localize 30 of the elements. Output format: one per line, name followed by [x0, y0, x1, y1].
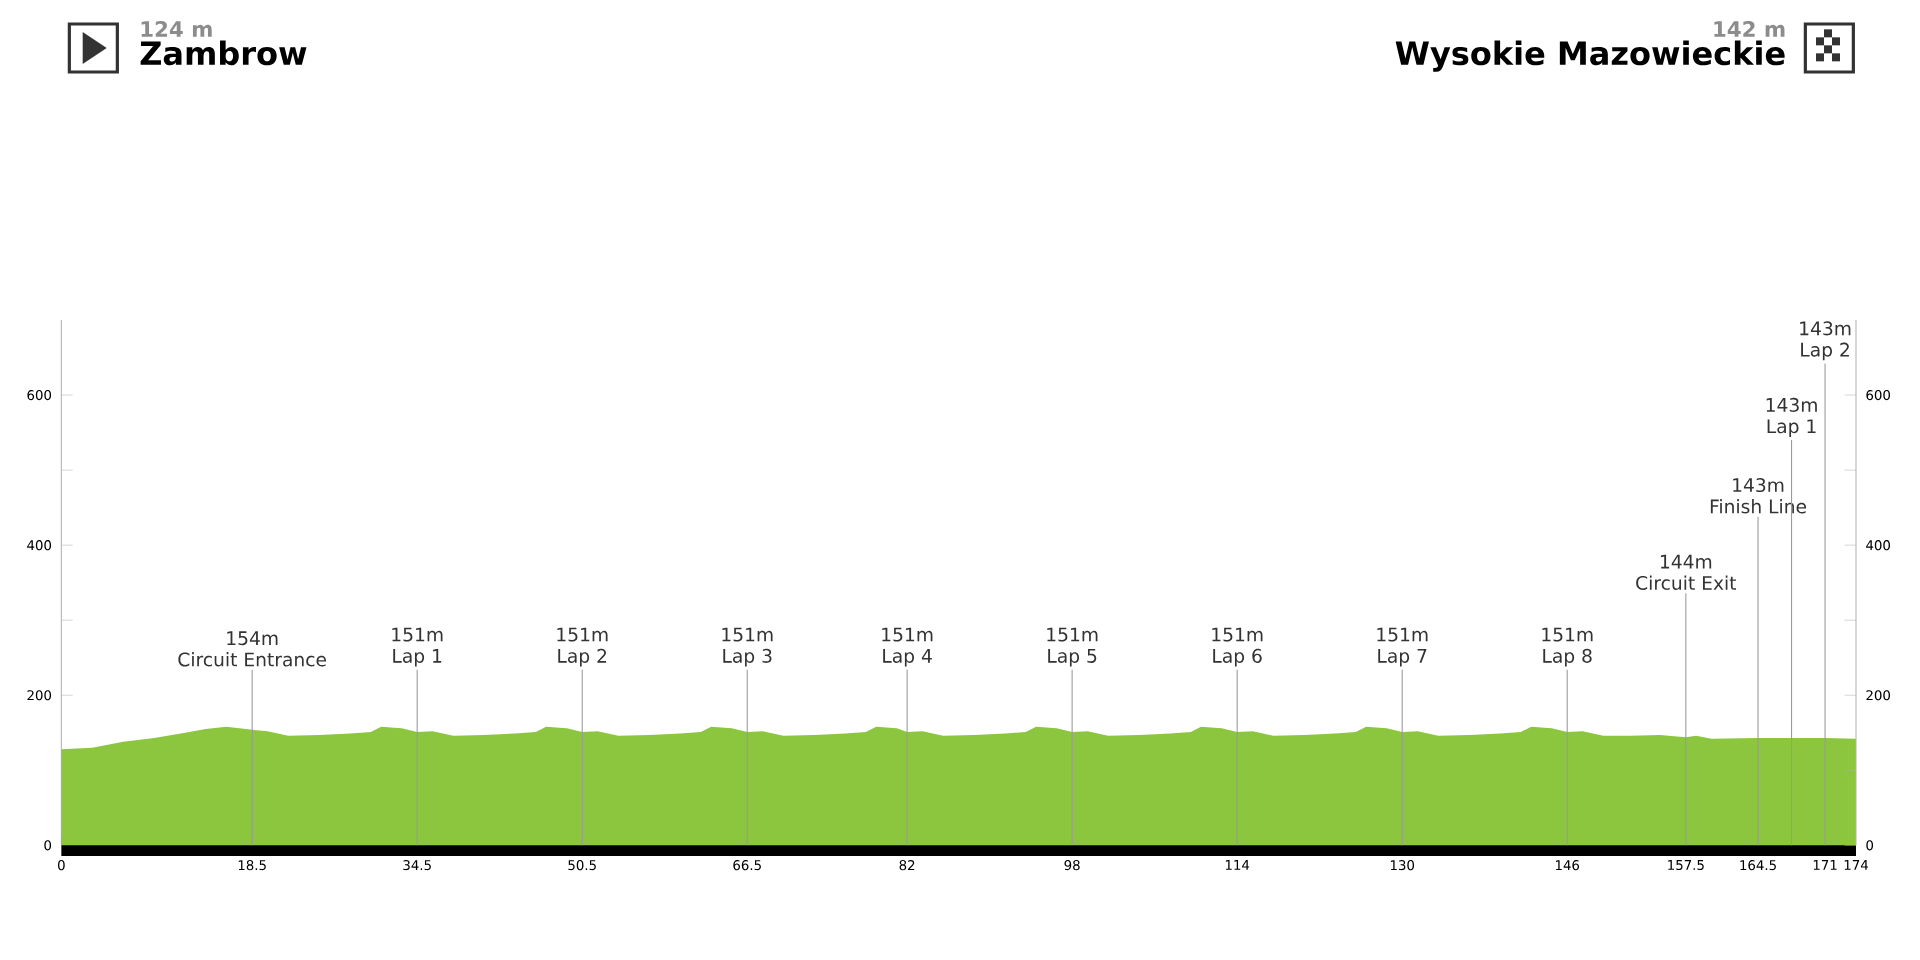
- annotation: 143m: [1766, 397, 1817, 412]
- annotation: 151m: [1212, 627, 1263, 642]
- annotation: 151m: [1047, 627, 1098, 642]
- annotation: 151m: [722, 627, 773, 642]
- annotation: 151m: [1377, 627, 1428, 642]
- text: 142 m: [1714, 20, 1785, 37]
- annotation: 143m: [1800, 321, 1851, 336]
- annotation: 151m: [392, 627, 443, 642]
- ref-line-label: Lap 2: [1801, 342, 1849, 361]
- ref-line-label: Circuit Entrance: [178, 652, 326, 667]
- annotation: 151m: [882, 627, 933, 642]
- annotation: 144m: [1660, 554, 1712, 569]
- ref-line-label: Lap 6: [1213, 648, 1262, 667]
- ref-line-label: Lap 7: [1378, 649, 1427, 667]
- ref-line-label: Lap 5: [1048, 649, 1097, 667]
- ref-line-label: Finish Line: [1710, 499, 1807, 514]
- ref-line-label: Lap 1: [1767, 419, 1816, 437]
- annotation: 151m: [557, 627, 608, 642]
- ref-line-label: Lap 3: [723, 648, 772, 667]
- annotation: 143m: [1733, 478, 1784, 493]
- text: 124 m: [141, 20, 212, 37]
- text: Zambrow: [140, 40, 307, 66]
- text: Wysokie Mazowieckie: [1395, 40, 1785, 72]
- annotation: 154m: [227, 631, 278, 646]
- ref-line-label: Lap 1: [393, 649, 442, 667]
- annotation: 151m: [1542, 627, 1593, 642]
- ref-line-label: Circuit Exit: [1636, 575, 1737, 590]
- ref-line-label: Lap 2: [558, 648, 607, 667]
- ref-line-label: Lap 8: [1543, 648, 1592, 667]
- ref-line-label: Lap 4: [883, 649, 932, 667]
